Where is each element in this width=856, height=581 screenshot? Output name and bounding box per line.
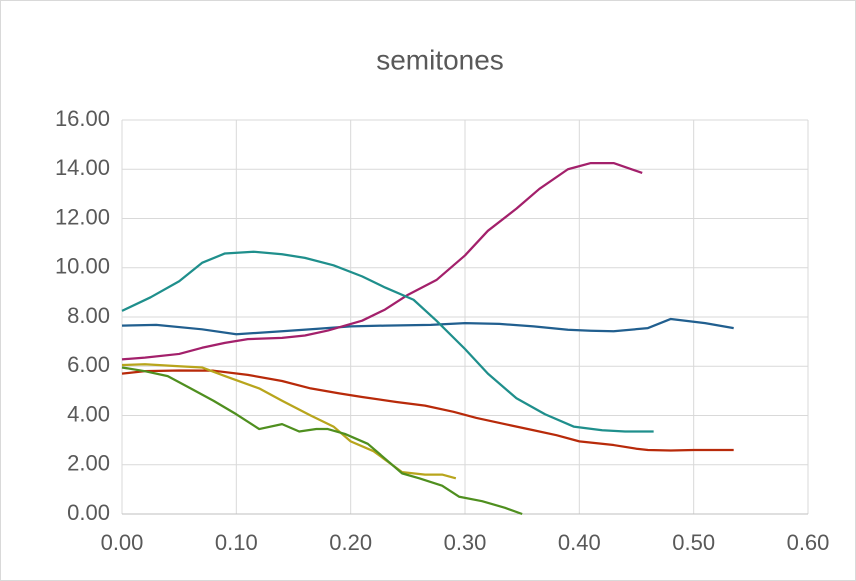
x-tick-label: 0.50 [672, 530, 715, 555]
y-tick-label: 8.00 [67, 303, 110, 328]
y-tick-label: 12.00 [55, 204, 110, 229]
series-line [121, 366, 523, 516]
series-line [121, 369, 734, 452]
y-tick-label: 6.00 [67, 352, 110, 377]
series-line [121, 363, 457, 480]
series-line [121, 161, 643, 361]
series-line [121, 250, 654, 433]
x-tick-label: 0.40 [558, 530, 601, 555]
y-tick-label: 4.00 [67, 401, 110, 426]
x-tick-label: 0.60 [787, 530, 830, 555]
y-tick-label: 0.00 [67, 500, 110, 525]
y-tick-label: 14.00 [55, 155, 110, 180]
x-tick-label: 0.10 [215, 530, 258, 555]
x-tick-label: 0.20 [329, 530, 372, 555]
x-tick-label: 0.30 [444, 530, 487, 555]
y-tick-label: 10.00 [55, 254, 110, 279]
y-tick-label: 16.00 [55, 106, 110, 131]
series-line [121, 317, 734, 336]
y-tick-label: 2.00 [67, 451, 110, 476]
chart-title: semitones [376, 44, 504, 75]
x-tick-label: 0.00 [101, 530, 144, 555]
